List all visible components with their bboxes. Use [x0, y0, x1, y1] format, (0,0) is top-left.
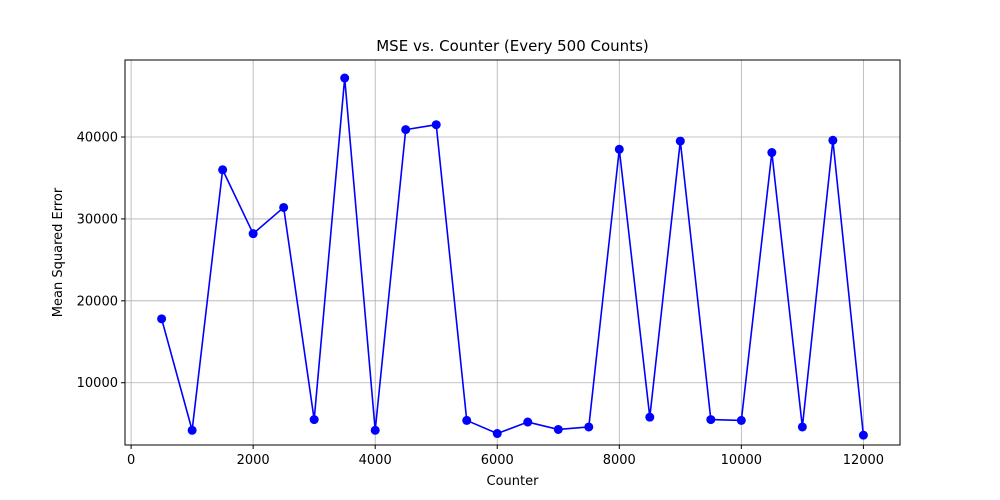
series-layer: [157, 73, 868, 440]
data-point: [797, 422, 807, 432]
data-point: [218, 165, 228, 175]
x-tick-label: 2000: [237, 453, 270, 468]
x-tick-label: 4000: [359, 453, 392, 468]
data-point: [401, 125, 411, 135]
x-tick-label: 8000: [603, 453, 636, 468]
data-point: [248, 229, 258, 239]
data-point: [553, 424, 563, 434]
axis-ticks: 0 2000 4000 6000 8000 10000 12000 10000 20000 300…: [77, 131, 884, 469]
y-tick-label: 20000: [77, 294, 118, 309]
x-tick-label: 10000: [721, 453, 762, 468]
data-point: [370, 425, 380, 435]
data-point: [492, 429, 502, 439]
y-tick-label: 10000: [77, 376, 118, 391]
data-point: [675, 136, 685, 146]
y-tick-label: 30000: [77, 212, 118, 227]
data-point: [309, 415, 319, 425]
data-point: [279, 202, 289, 212]
series-line: [160, 77, 865, 436]
data-point: [858, 430, 868, 440]
data-point: [828, 135, 838, 145]
chart-title: MSE vs. Counter (Every 500 Counts): [376, 37, 649, 55]
data-point: [767, 148, 777, 158]
data-point: [187, 425, 197, 435]
x-tick-label: 0: [127, 453, 135, 468]
y-tick-label: 40000: [77, 131, 118, 146]
data-point: [431, 120, 441, 130]
data-point: [645, 412, 655, 422]
y-axis-label: Mean Squared Error: [51, 187, 66, 317]
data-point: [736, 415, 746, 425]
data-point: [706, 415, 716, 425]
x-axis-label: Counter: [487, 474, 540, 489]
data-point: [462, 415, 472, 425]
grid: [125, 60, 900, 445]
x-tick-label: 6000: [481, 453, 514, 468]
data-point: [614, 144, 624, 154]
data-point: [584, 422, 594, 432]
data-point: [523, 417, 533, 427]
x-tick-label: 12000: [843, 453, 884, 468]
plot-frame: [124, 59, 901, 446]
data-point: [157, 314, 167, 324]
data-point: [340, 73, 350, 83]
